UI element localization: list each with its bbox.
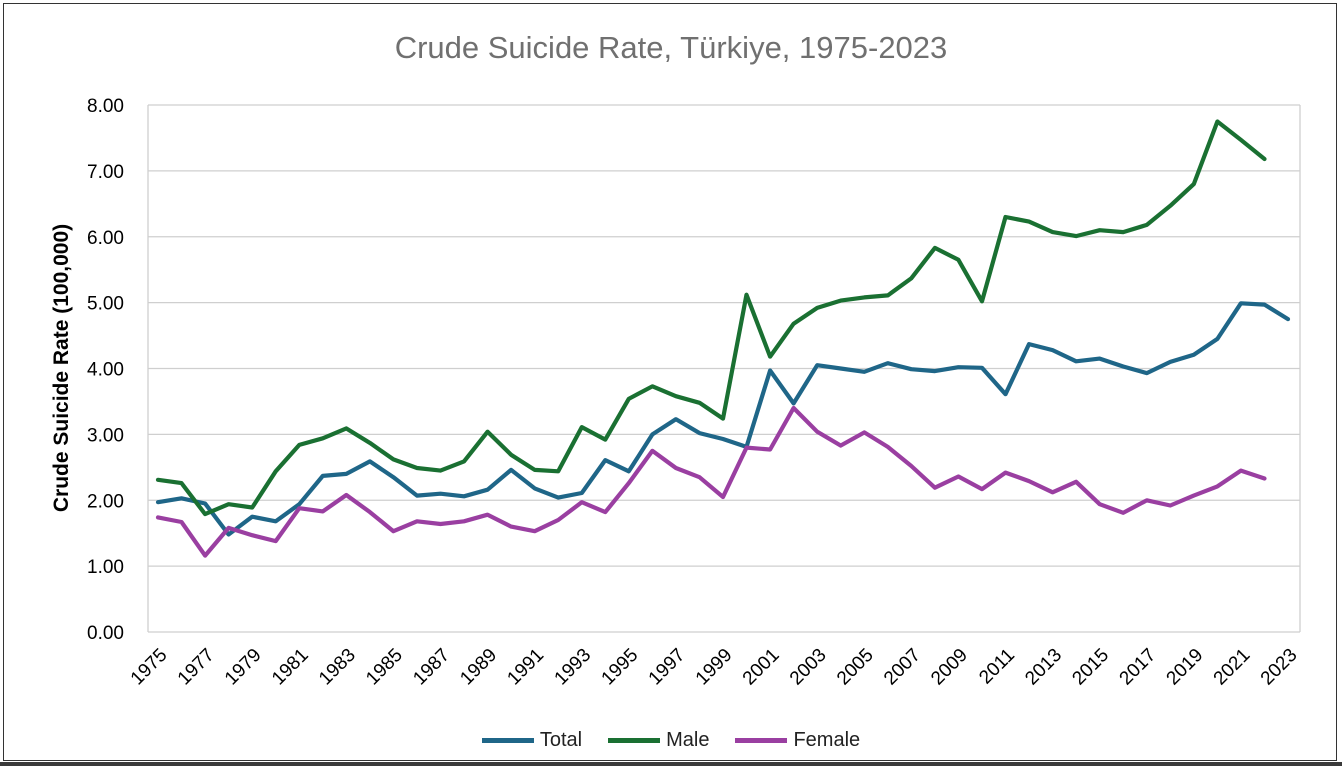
y-tick-label: 1.00 [87,557,124,578]
x-tick-label: 1985 [362,645,407,690]
legend-label: Male [666,729,710,751]
y-tick-label: 7.00 [87,162,124,183]
x-tick-label: 2005 [833,645,878,690]
y-tick-label: 2.00 [87,491,124,512]
x-tick-label: 2019 [1163,645,1208,690]
x-tick-label: 1981 [268,645,313,690]
legend-swatch [608,738,661,743]
x-tick-label: 1983 [315,645,360,690]
x-tick-label: 1989 [456,645,501,690]
y-tick-label: 5.00 [87,294,124,315]
legend-swatch [735,738,788,743]
series-line-male [155,119,1267,517]
legend-swatch [481,738,534,743]
y-tick-label: 0.00 [87,623,124,644]
x-tick-label: 2011 [975,645,1019,689]
x-tick-label: 2023 [1257,645,1302,690]
x-tick-label: 2003 [786,645,831,690]
chart-title: Crude Suicide Rate, Türkiye, 1975-2023 [394,30,948,65]
x-tick-label: 1995 [598,645,643,690]
chart-frame [3,3,1337,761]
x-tick-label: 2021 [1210,645,1255,690]
x-tick-label: 2015 [1068,645,1113,690]
x-tick-label: 1987 [409,645,454,690]
legend-item-total: Total [481,729,583,752]
x-tick-label: 1991 [503,645,548,690]
legend-label: Total [539,729,583,751]
x-tick-label: 2001 [739,645,784,690]
x-tick-label: 1999 [692,645,737,690]
series-line-female [155,405,1267,558]
series-line-total [155,301,1291,537]
y-tick-label: 6.00 [87,228,124,249]
x-tick-label: 2009 [927,645,972,690]
x-tick-label: 1975 [127,645,172,690]
x-tick-label: 1977 [174,645,219,690]
y-tick-label: 4.00 [87,360,124,381]
y-tick-label: 3.00 [87,425,124,446]
y-tick-label: 8.00 [87,96,124,117]
x-tick-label: 1997 [645,645,690,690]
legend: Total Male Female [0,729,1342,752]
x-tick-label: 2013 [1021,645,1066,690]
legend-item-female: Female [735,729,860,752]
y-tick-labels: 0.00 1.00 2.00 3.00 4.00 5.00 6.00 7.00 8.00 [87,96,124,644]
x-tick-label: 2017 [1116,645,1161,690]
bottom-divider [0,762,1342,766]
x-tick-label: 1993 [551,645,596,690]
series-lines [155,119,1291,558]
legend-item-male: Male [608,729,709,752]
x-tick-label: 1979 [221,645,266,690]
x-tick-labels: 1975 1977 1979 1981 1983 1985 1987 1989 1991 1993… [127,645,1302,690]
y-axis-label: Crude Suicide Rate (100,000) [50,224,73,512]
legend-label: Female [793,729,861,751]
x-tick-label: 2007 [880,645,925,690]
